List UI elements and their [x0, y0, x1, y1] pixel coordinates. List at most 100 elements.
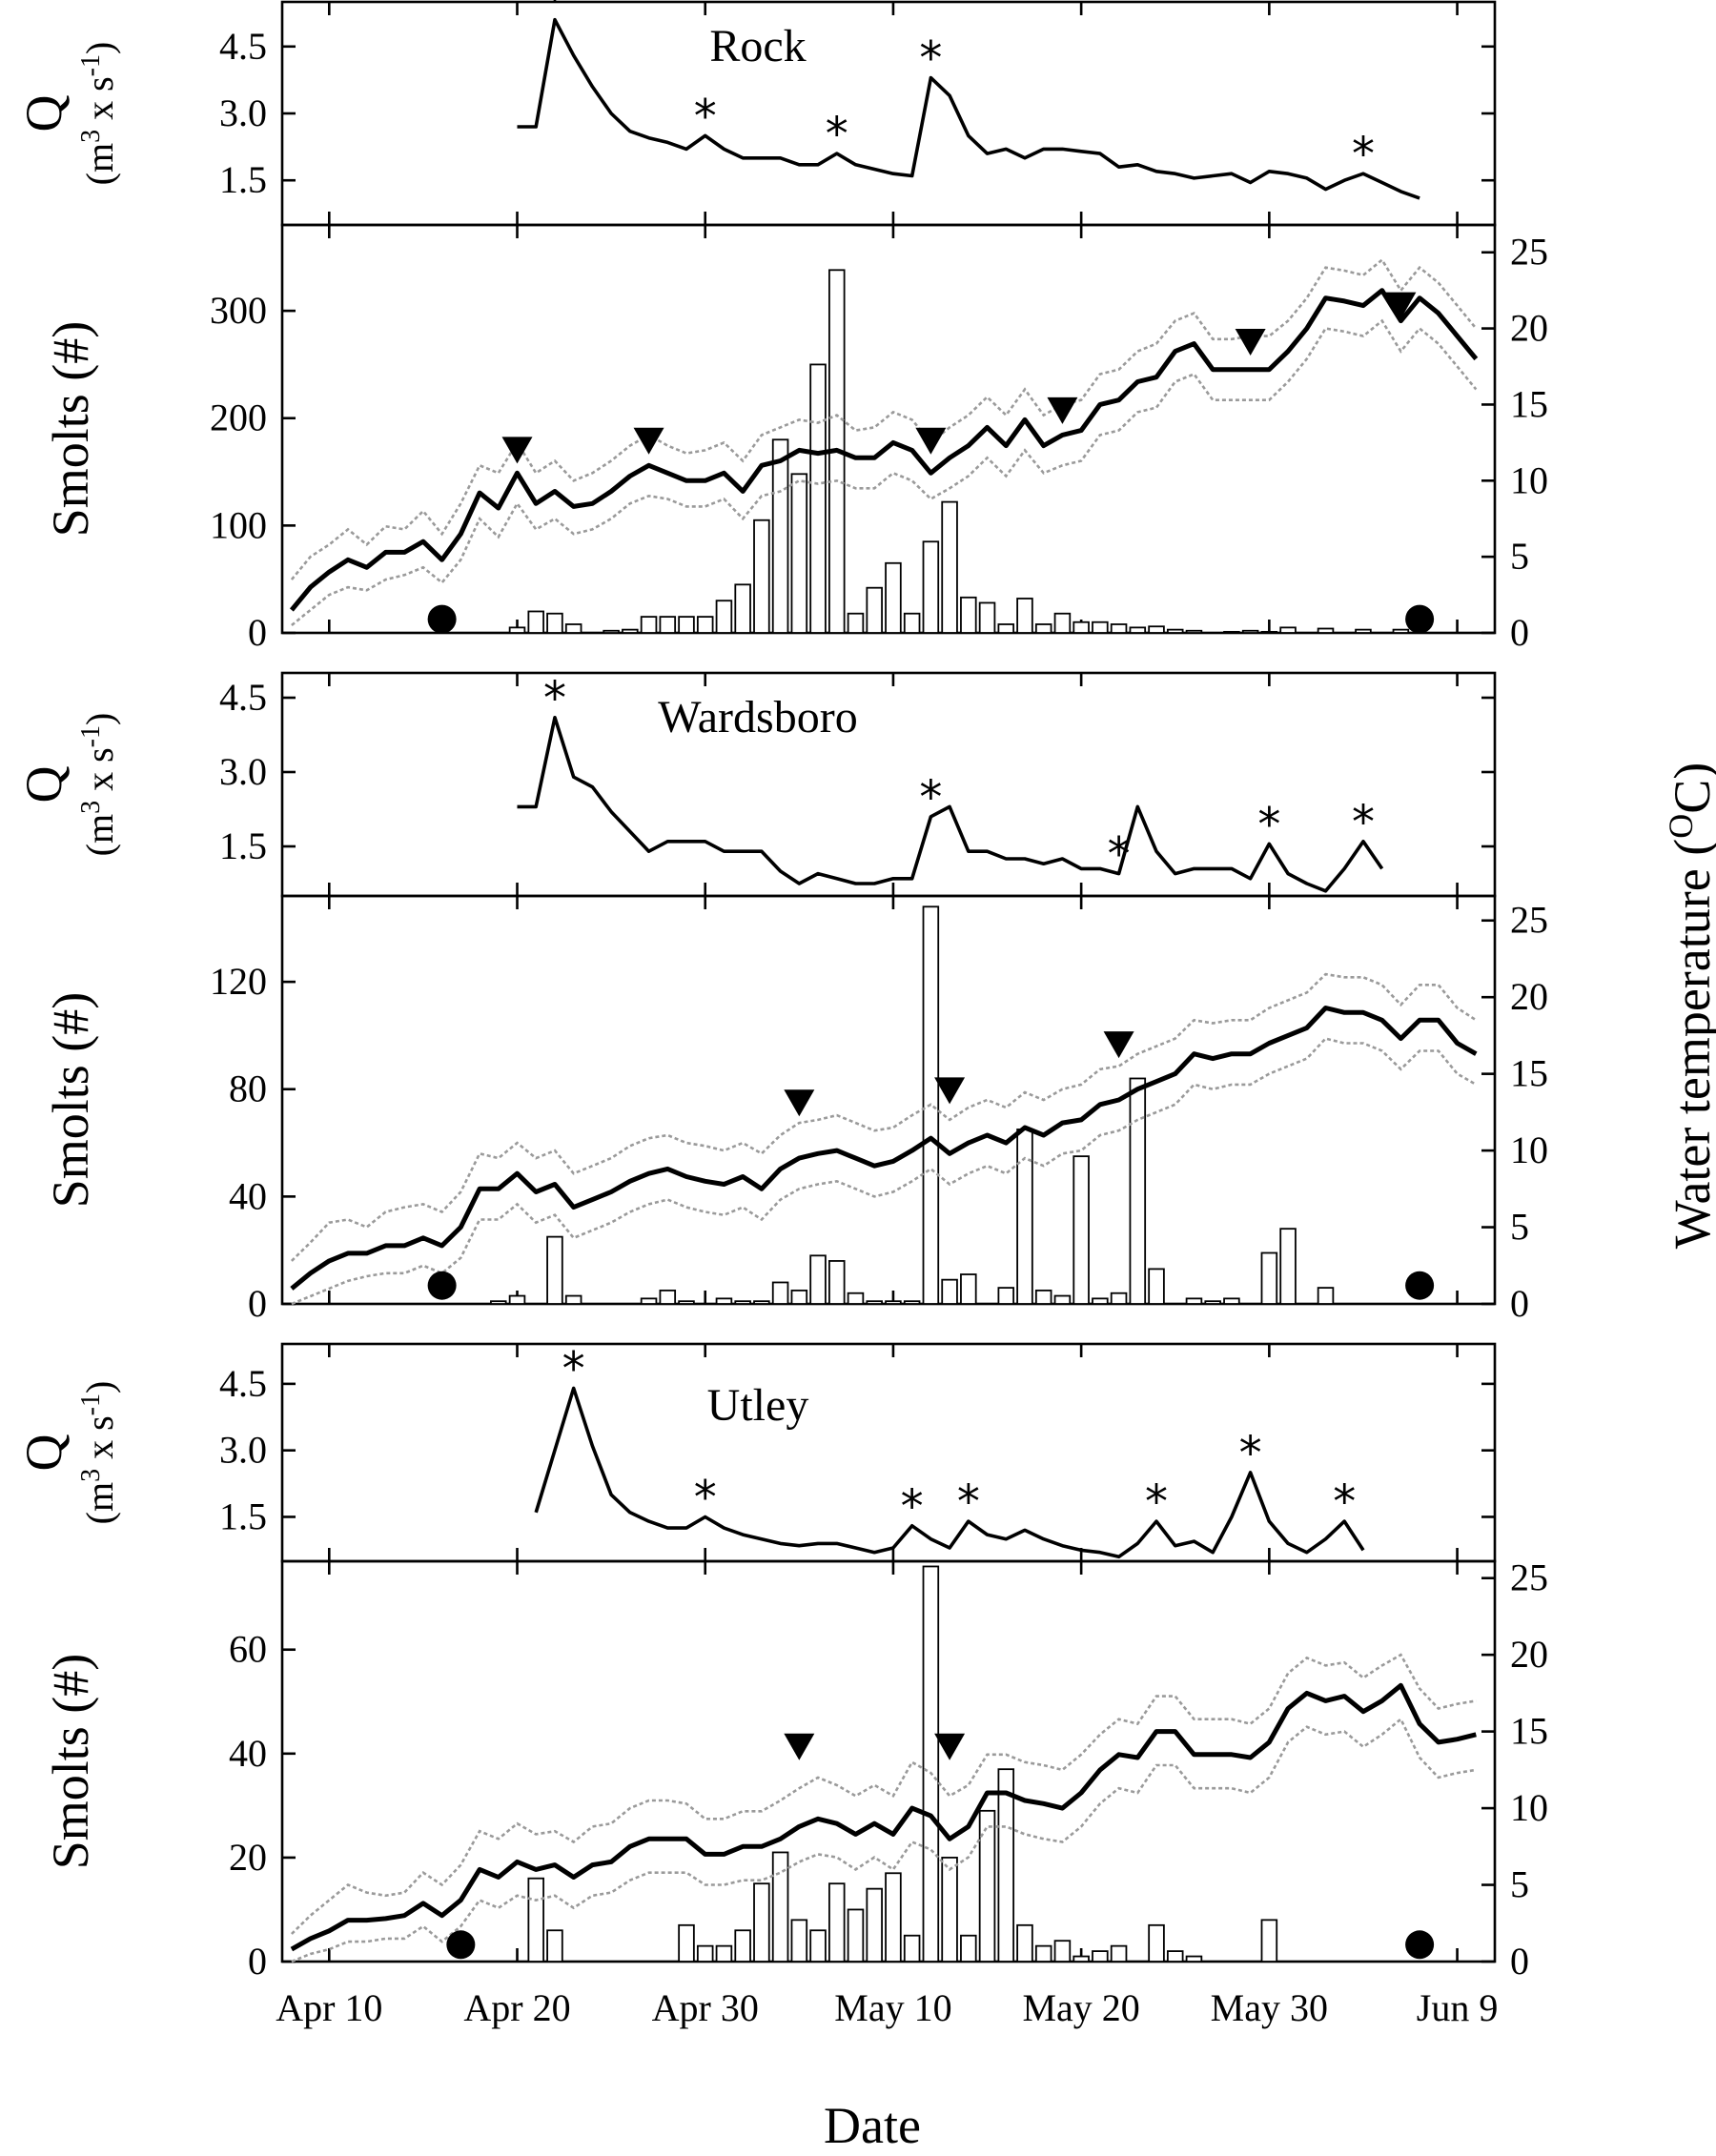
- smolt-count-bar: [922, 540, 940, 634]
- temperature-y-tick-label: 15: [1510, 1710, 1548, 1753]
- site-panel-rock: 1.5 3.0 4.5 * * * * * Rock Q(m3 x s-1) 0 100 200 300 0…: [15, 0, 1548, 654]
- smolt-count-bar: [1260, 1919, 1278, 1963]
- smolt-count-bar: [997, 1287, 1015, 1305]
- smolt-count-bar: [1092, 1950, 1109, 1963]
- discharge-y-axis-units: (m3 x s-1): [76, 1381, 121, 1525]
- smolt-y-tick-label: 40: [229, 1732, 267, 1775]
- discharge-peak-marker: *: [826, 108, 848, 161]
- temperature-y-tick-label: 20: [1510, 1633, 1548, 1676]
- event-triangle-marker: [915, 427, 947, 455]
- discharge-y-tick-label: 3.0: [219, 1429, 267, 1472]
- smolt-count-bar: [1241, 629, 1259, 634]
- temperature-y-tick-label: 20: [1510, 307, 1548, 350]
- event-triangle-marker: [501, 437, 533, 464]
- site-name-label: Utley: [707, 1380, 809, 1431]
- temperature-y-tick-label: 0: [1510, 1940, 1529, 1983]
- smolt-y-tick-label: 200: [210, 397, 267, 439]
- x-tick-label: Apr 20: [463, 1986, 570, 2029]
- smolt-count-bar: [1260, 630, 1278, 634]
- discharge-y-tick-label: 3.0: [219, 750, 267, 793]
- smolt-count-bar: [790, 1290, 808, 1305]
- smolt-count-bar: [885, 1872, 902, 1963]
- smolt-y-tick-label: 120: [210, 960, 267, 1003]
- discharge-peak-marker: *: [1239, 1427, 1262, 1480]
- smolt-count-bar: [696, 616, 714, 634]
- smolt-y-tick-label: 80: [229, 1068, 267, 1110]
- temperature-y-tick-label: 15: [1510, 382, 1548, 425]
- event-triangle-marker: [633, 427, 664, 455]
- discharge-unit-part: x s: [78, 76, 121, 130]
- smolt-y-tick-label: 20: [229, 1836, 267, 1879]
- x-tick-label: May 20: [1022, 1986, 1139, 2029]
- smolt-count-bar: [1166, 1950, 1184, 1963]
- temperature-y-tick-label: 0: [1510, 611, 1529, 654]
- smolt-count-bar: [1053, 1940, 1072, 1963]
- event-triangle-marker: [934, 1733, 966, 1760]
- temperature-mean-line: [289, 288, 1479, 612]
- smolt-count-bar: [903, 612, 921, 634]
- discharge-unit-part: ): [78, 42, 121, 54]
- smolt-count-bar: [1092, 1297, 1109, 1305]
- smolt-count-bar: [1016, 1129, 1033, 1305]
- smolt-count-bar: [603, 629, 620, 634]
- smolt-count-bar: [734, 1300, 751, 1305]
- event-triangle-marker: [1103, 1031, 1134, 1059]
- discharge-peak-marker: *: [543, 0, 566, 28]
- smolt-count-bar: [790, 473, 808, 634]
- site-name-label: Rock: [709, 21, 806, 71]
- discharge-peak-marker: *: [694, 90, 717, 143]
- smolt-count-bar: [1072, 1155, 1090, 1305]
- smolt-count-bar: [1166, 628, 1184, 634]
- smolt-count-bar: [1223, 630, 1240, 634]
- discharge-unit-part: 3: [76, 130, 106, 143]
- trap-period-circle-marker: [1405, 1271, 1435, 1300]
- discharge-line: [534, 1386, 1365, 1559]
- discharge-peak-marker: *: [694, 1471, 717, 1524]
- smolt-count-bar: [622, 628, 639, 634]
- trap-period-circle-marker: [1405, 1930, 1435, 1960]
- x-tick-label: May 10: [834, 1986, 951, 2029]
- smolt-count-bar: [546, 612, 563, 634]
- smolt-count-bar: [847, 1908, 865, 1963]
- discharge-y-axis-units: (m3 x s-1): [76, 713, 121, 857]
- temperature-y-tick-label: 5: [1510, 1206, 1529, 1249]
- event-triangle-marker: [1235, 328, 1266, 356]
- discharge-y-tick-label: 1.5: [219, 1495, 267, 1537]
- smolt-count-bar: [1110, 623, 1128, 634]
- discharge-unit-part: 3: [76, 1469, 106, 1482]
- temperature-y-tick-label: 5: [1510, 1863, 1529, 1906]
- x-tick-label: Apr 30: [652, 1986, 759, 2029]
- smolt-count-bar: [1355, 628, 1372, 634]
- discharge-y-tick-label: 4.5: [219, 25, 267, 68]
- discharge-unit-part: x s: [78, 747, 121, 801]
- smolt-count-bar: [1260, 1251, 1278, 1305]
- smolt-count-bar: [715, 1297, 733, 1305]
- temperature-y-tick-label: 25: [1510, 1556, 1548, 1599]
- smolt-count-bar: [941, 1278, 958, 1305]
- discharge-unit-part: (m: [78, 143, 121, 185]
- smolt-count-bar: [734, 583, 751, 634]
- smolt-y-tick-label: 100: [210, 503, 267, 546]
- smolt-count-bar: [1129, 1077, 1147, 1305]
- smolt-count-bar: [1110, 1944, 1128, 1963]
- smolt-count-bar: [640, 1297, 658, 1305]
- smolt-count-bar: [527, 610, 544, 634]
- trap-period-circle-marker: [446, 1930, 476, 1960]
- site-name-label: Wardsboro: [658, 692, 857, 742]
- site-panel-wardsboro: 1.5 3.0 4.5 * * * * * Wardsboro Q(m3 x s-1) 0 40 80 1…: [15, 671, 1548, 1325]
- smolt-count-bar: [715, 600, 733, 634]
- smolt-count-bar: [1034, 1290, 1052, 1305]
- temperature-mean-line: [290, 1006, 1478, 1291]
- smolt-count-bar: [1279, 626, 1297, 634]
- smolt-count-bar: [828, 1260, 846, 1305]
- smolt-count-bar: [1185, 1955, 1203, 1963]
- discharge-line: [517, 716, 1384, 893]
- discharge-plot-frame: [280, 0, 1497, 227]
- temperature-y-tick-label: 0: [1510, 1282, 1529, 1325]
- discharge-y-tick-label: 3.0: [219, 92, 267, 134]
- smolt-count-bar: [527, 1877, 544, 1963]
- discharge-y-tick-label: 1.5: [219, 824, 267, 867]
- smolt-count-bar: [564, 623, 582, 634]
